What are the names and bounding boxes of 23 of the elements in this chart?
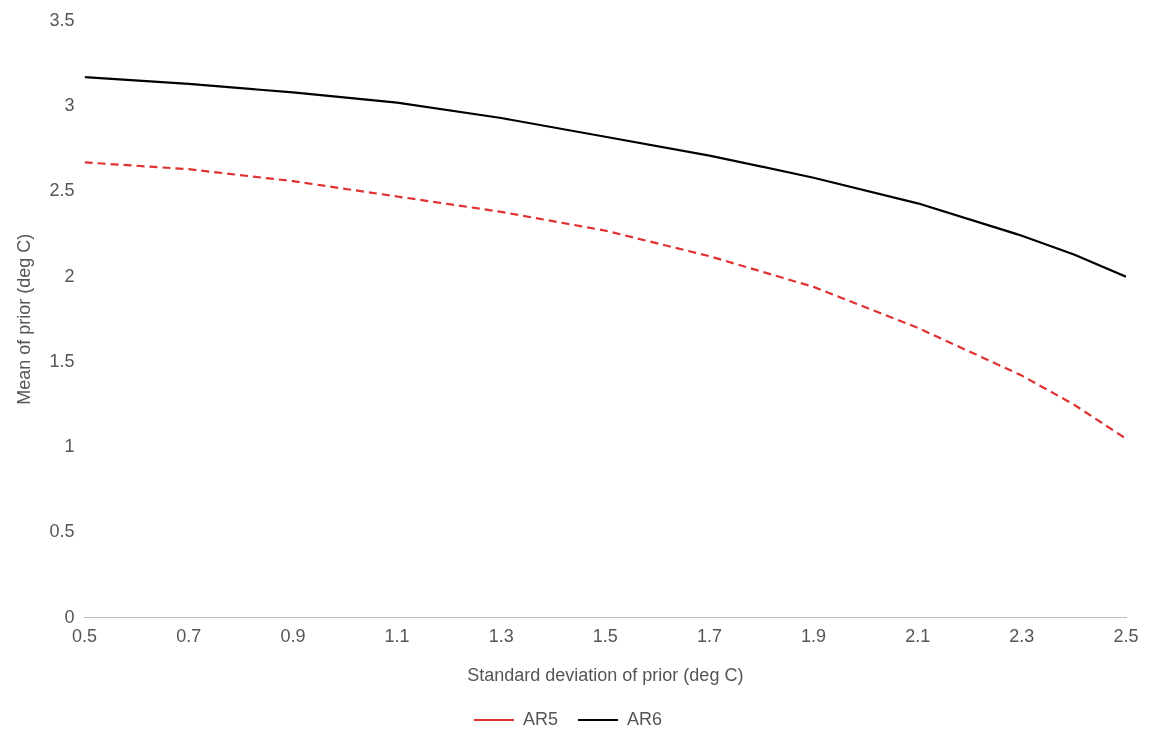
y-tick-label: 0 [64,606,75,627]
y-tick-label: 3 [64,95,75,116]
x-tick-label: 0.7 [176,625,202,646]
y-tick-label: 0.5 [49,521,75,542]
x-tick-label: 1.1 [384,625,410,646]
x-tick-label: 1.9 [801,625,827,646]
y-tick-label: 3.5 [49,9,75,30]
x-tick-label: 2.1 [905,625,931,646]
y-tick-label: 1 [64,436,75,457]
x-tick-label: 1.3 [488,625,514,646]
legend-label: AR5 [522,708,558,729]
legend-label: AR6 [627,708,663,729]
x-tick-label: 1.5 [592,625,618,646]
x-tick-label: 2.3 [1009,625,1035,646]
y-tick-label: 1.5 [49,350,75,371]
y-tick-label: 2.5 [49,180,75,201]
y-tick-label: 2 [64,265,75,286]
x-tick-label: 2.5 [1113,625,1139,646]
x-tick-label: 1.7 [696,625,722,646]
x-tick-label: 0.9 [280,625,306,646]
y-axis-title: Mean of prior (deg C) [13,233,34,405]
line-series [84,161,1126,440]
x-axis-title: Standard deviation of prior (deg C) [467,665,744,686]
